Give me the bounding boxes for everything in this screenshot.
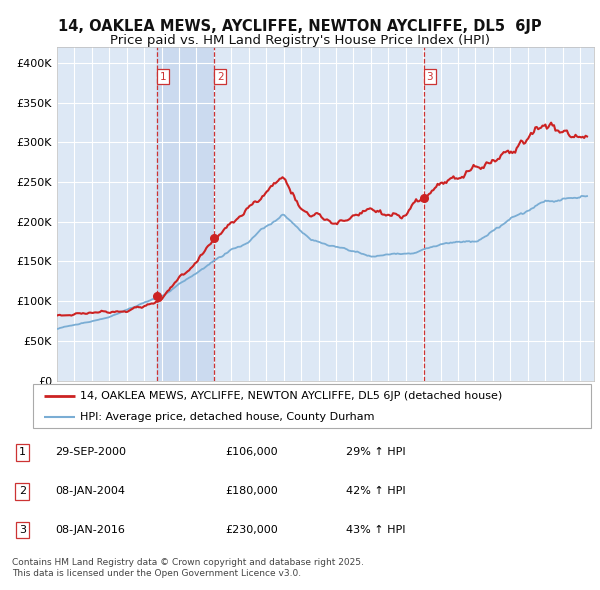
Text: £106,000: £106,000 [225,447,278,457]
Text: 08-JAN-2004: 08-JAN-2004 [55,486,125,496]
Text: 29% ↑ HPI: 29% ↑ HPI [346,447,406,457]
Text: 08-JAN-2016: 08-JAN-2016 [55,525,125,535]
Text: 42% ↑ HPI: 42% ↑ HPI [346,486,406,496]
Text: 3: 3 [426,71,433,81]
Text: 1: 1 [19,447,26,457]
Text: 43% ↑ HPI: 43% ↑ HPI [346,525,406,535]
FancyBboxPatch shape [33,384,591,428]
Text: 29-SEP-2000: 29-SEP-2000 [55,447,126,457]
Text: HPI: Average price, detached house, County Durham: HPI: Average price, detached house, Coun… [80,412,375,422]
Text: 1: 1 [160,71,166,81]
Text: Price paid vs. HM Land Registry's House Price Index (HPI): Price paid vs. HM Land Registry's House … [110,34,490,47]
Text: Contains HM Land Registry data © Crown copyright and database right 2025.
This d: Contains HM Land Registry data © Crown c… [12,558,364,578]
Text: 2: 2 [217,71,224,81]
Text: 14, OAKLEA MEWS, AYCLIFFE, NEWTON AYCLIFFE, DL5 6JP (detached house): 14, OAKLEA MEWS, AYCLIFFE, NEWTON AYCLIF… [80,391,503,401]
Text: 14, OAKLEA MEWS, AYCLIFFE, NEWTON AYCLIFFE, DL5  6JP: 14, OAKLEA MEWS, AYCLIFFE, NEWTON AYCLIF… [58,19,542,34]
Text: £180,000: £180,000 [225,486,278,496]
Text: 3: 3 [19,525,26,535]
Text: £230,000: £230,000 [225,525,278,535]
Bar [157,47,214,381]
Text: 2: 2 [19,486,26,496]
